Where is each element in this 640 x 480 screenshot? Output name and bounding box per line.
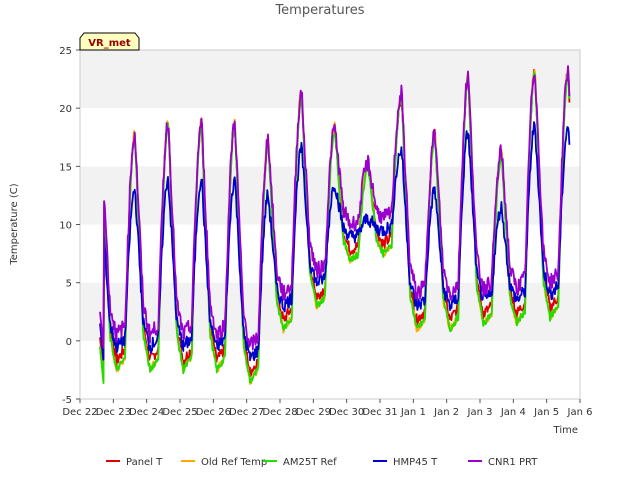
chart-title: Temperatures — [274, 3, 364, 18]
y-axis-label: Temperature (C) — [9, 183, 20, 265]
grid-band — [80, 50, 580, 109]
x-tick-label: Dec 22 — [62, 407, 97, 418]
grid-band — [80, 282, 580, 341]
y-tick-label: 10 — [59, 221, 72, 232]
grid-band — [80, 340, 580, 399]
series-line — [99, 65, 571, 351]
y-axis: -5 0 5 10 15 20 25 — [59, 46, 80, 406]
x-tick-label: Dec 31 — [362, 407, 397, 418]
x-tick-label: Dec 30 — [329, 407, 364, 418]
x-tick-label: Dec 23 — [96, 407, 131, 418]
x-tick-label: Jan 2 — [433, 407, 459, 418]
y-tick-label: 5 — [66, 279, 72, 290]
y-tick-label: 20 — [59, 104, 72, 115]
y-tick-label: 0 — [66, 337, 72, 348]
y-tick-label: 25 — [59, 46, 72, 57]
legend-label: Panel T — [126, 457, 163, 468]
legend-label: CNR1 PRT — [488, 457, 538, 468]
y-tick-label: 15 — [59, 162, 72, 173]
x-tick-label: Dec 28 — [262, 407, 297, 418]
legend: Panel T Old Ref Temp AM25T Ref HMP45 T CNR1 … — [106, 457, 538, 468]
x-tick-label: Jan 6 — [567, 407, 593, 418]
x-tick-label: Dec 26 — [196, 407, 231, 418]
x-tick-label: Dec 25 — [162, 407, 197, 418]
grid-band — [80, 224, 580, 283]
x-tick-label: Jan 1 — [400, 407, 426, 418]
legend-label: AM25T Ref — [283, 457, 337, 468]
x-tick-label: Dec 27 — [229, 407, 264, 418]
x-tick-label: Jan 5 — [533, 407, 559, 418]
series-line — [99, 121, 571, 362]
x-axis-label: Time — [553, 425, 578, 436]
y-tick-label: -5 — [62, 395, 72, 406]
site-label: VR_met — [88, 38, 131, 49]
x-tick-label: Jan 3 — [467, 407, 493, 418]
series-line — [99, 71, 571, 384]
x-tick-label: Jan 4 — [500, 407, 526, 418]
legend-label: Old Ref Temp — [201, 457, 267, 468]
site-label-box: VR_met — [79, 32, 140, 51]
series-layer — [99, 65, 571, 385]
x-tick-label: Dec 29 — [296, 407, 331, 418]
x-tick-label: Dec 24 — [129, 407, 164, 418]
legend-label: HMP45 T — [393, 457, 438, 468]
